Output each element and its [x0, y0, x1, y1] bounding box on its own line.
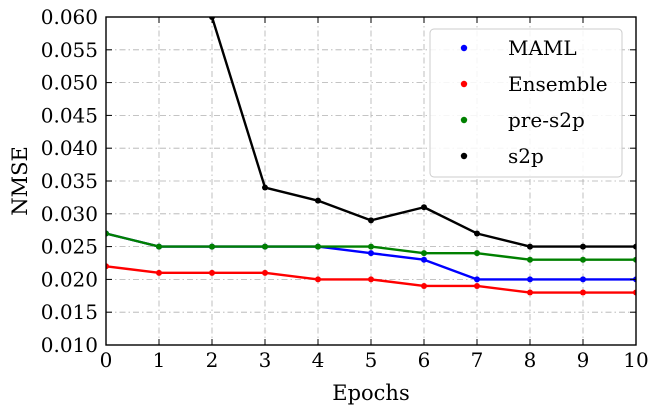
y-tick-label: 0.025 — [41, 235, 98, 259]
data-point-ensemble — [368, 276, 374, 283]
x-tick-label: 5 — [365, 348, 378, 372]
legend-label-pre-s2p: pre-s2p — [508, 108, 585, 132]
data-point-s2p — [580, 243, 586, 250]
legend-box — [429, 28, 623, 178]
legend-label-s2p: s2p — [508, 144, 544, 168]
data-point-ensemble — [106, 263, 109, 270]
y-tick-label: 0.060 — [41, 5, 98, 29]
x-tick-label: 10 — [623, 348, 648, 372]
series-pre-s2p — [106, 230, 636, 263]
y-axis-label: NMSE — [8, 146, 32, 216]
data-point-s2p — [527, 243, 533, 250]
y-tick-label: 0.020 — [41, 267, 98, 291]
y-tick-label: 0.035 — [41, 169, 98, 193]
series-ensemble — [106, 263, 636, 296]
data-point-pre-s2p — [106, 230, 109, 237]
data-point-ensemble — [209, 269, 215, 276]
data-point-maml — [421, 256, 427, 263]
data-point-ensemble — [527, 289, 533, 296]
y-tick-label: 0.015 — [41, 300, 98, 324]
data-point-ensemble — [156, 269, 162, 276]
legend-marker-s2p — [460, 152, 468, 160]
data-point-pre-s2p — [421, 250, 427, 257]
y-tick-label: 0.040 — [41, 136, 98, 160]
data-point-ensemble — [633, 289, 636, 296]
legend-marker-ensemble — [460, 80, 468, 88]
y-tick-label: 0.045 — [41, 103, 98, 127]
x-tick-label: 3 — [259, 348, 272, 372]
data-point-pre-s2p — [580, 256, 586, 263]
legend-marker-maml — [460, 44, 468, 52]
data-point-ensemble — [315, 276, 321, 283]
data-point-pre-s2p — [368, 243, 374, 250]
x-tick-label: 9 — [577, 348, 590, 372]
y-tick-labels: 0.010 0.015 0.020 0.025 0.030 0.035 0.040 0.045… — [41, 5, 98, 357]
x-tick-label: 0 — [100, 348, 113, 372]
x-tick-label: 6 — [418, 348, 431, 372]
x-tick-label: 1 — [153, 348, 166, 372]
data-point-pre-s2p — [209, 243, 215, 250]
y-tick-label: 0.030 — [41, 202, 98, 226]
x-tick-label: 8 — [524, 348, 537, 372]
x-tick-label: 4 — [312, 348, 325, 372]
data-point-ensemble — [262, 269, 268, 276]
data-point-pre-s2p — [315, 243, 321, 250]
data-point-ensemble — [474, 282, 480, 289]
legend: MAML Ensemble pre-s2p s2p — [429, 28, 623, 178]
data-point-pre-s2p — [633, 256, 636, 263]
data-point-pre-s2p — [262, 243, 268, 250]
data-point-ensemble — [580, 289, 586, 296]
y-tick-label: 0.050 — [41, 71, 98, 95]
data-point-maml — [580, 276, 586, 283]
x-tick-label: 2 — [206, 348, 219, 372]
data-point-maml — [368, 250, 374, 257]
legend-label-ensemble: Ensemble — [508, 72, 608, 96]
data-point-s2p — [474, 230, 480, 237]
x-tick-labels: 0 1 2 3 4 5 6 7 8 9 10 — [100, 348, 649, 372]
y-tick-label: 0.010 — [41, 333, 98, 357]
data-point-pre-s2p — [156, 243, 162, 250]
data-point-s2p — [421, 204, 427, 211]
data-point-maml — [527, 276, 533, 283]
data-point-maml — [474, 276, 480, 283]
data-point-pre-s2p — [527, 256, 533, 263]
series-s2p — [208, 17, 636, 250]
legend-marker-pre-s2p — [460, 116, 468, 124]
axis-ticks — [105, 16, 637, 346]
data-point-s2p — [368, 217, 374, 224]
data-point-ensemble — [421, 282, 427, 289]
series-lines — [106, 17, 636, 296]
x-axis-label: Epochs — [332, 381, 409, 405]
legend-label-maml: MAML — [508, 36, 577, 60]
y-tick-label: 0.055 — [41, 38, 98, 62]
data-point-s2p — [262, 184, 268, 191]
x-tick-label: 7 — [471, 348, 484, 372]
data-point-pre-s2p — [474, 250, 480, 257]
data-point-s2p — [315, 197, 321, 204]
